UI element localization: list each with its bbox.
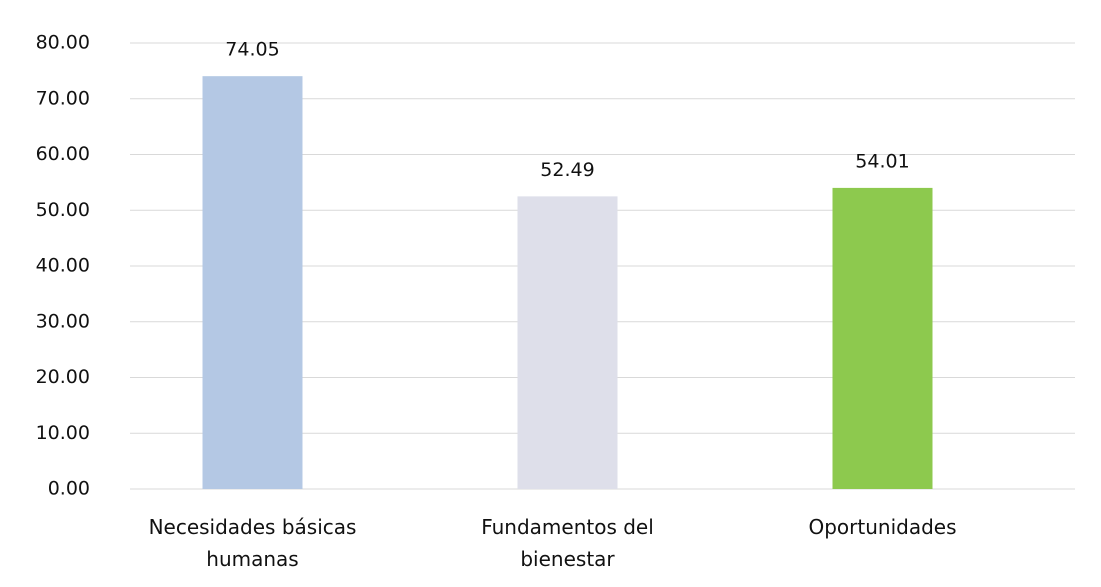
- y-tick-label: 0.00: [48, 478, 90, 500]
- x-tick-label: Fundamentos del bienestar: [481, 515, 654, 571]
- y-tick-label: 10.00: [36, 422, 90, 444]
- data-label: 52.49: [540, 159, 594, 181]
- y-tick-label: 30.00: [36, 310, 90, 332]
- bar: [202, 76, 303, 489]
- y-tick-label: 70.00: [36, 87, 90, 109]
- data-label: 74.05: [225, 39, 279, 61]
- x-tick-label: Oportunidades: [808, 515, 957, 539]
- data-label: 54.01: [855, 150, 909, 172]
- y-tick-label: 50.00: [36, 199, 90, 221]
- y-tick-label: 40.00: [36, 255, 90, 277]
- y-tick-label: 60.00: [36, 143, 90, 165]
- bar: [832, 187, 933, 489]
- x-tick-label: Necesidades básicas humanas: [148, 515, 357, 571]
- y-tick-label: 80.00: [36, 32, 90, 54]
- y-tick-label: 20.00: [36, 366, 90, 388]
- bar: [517, 196, 618, 489]
